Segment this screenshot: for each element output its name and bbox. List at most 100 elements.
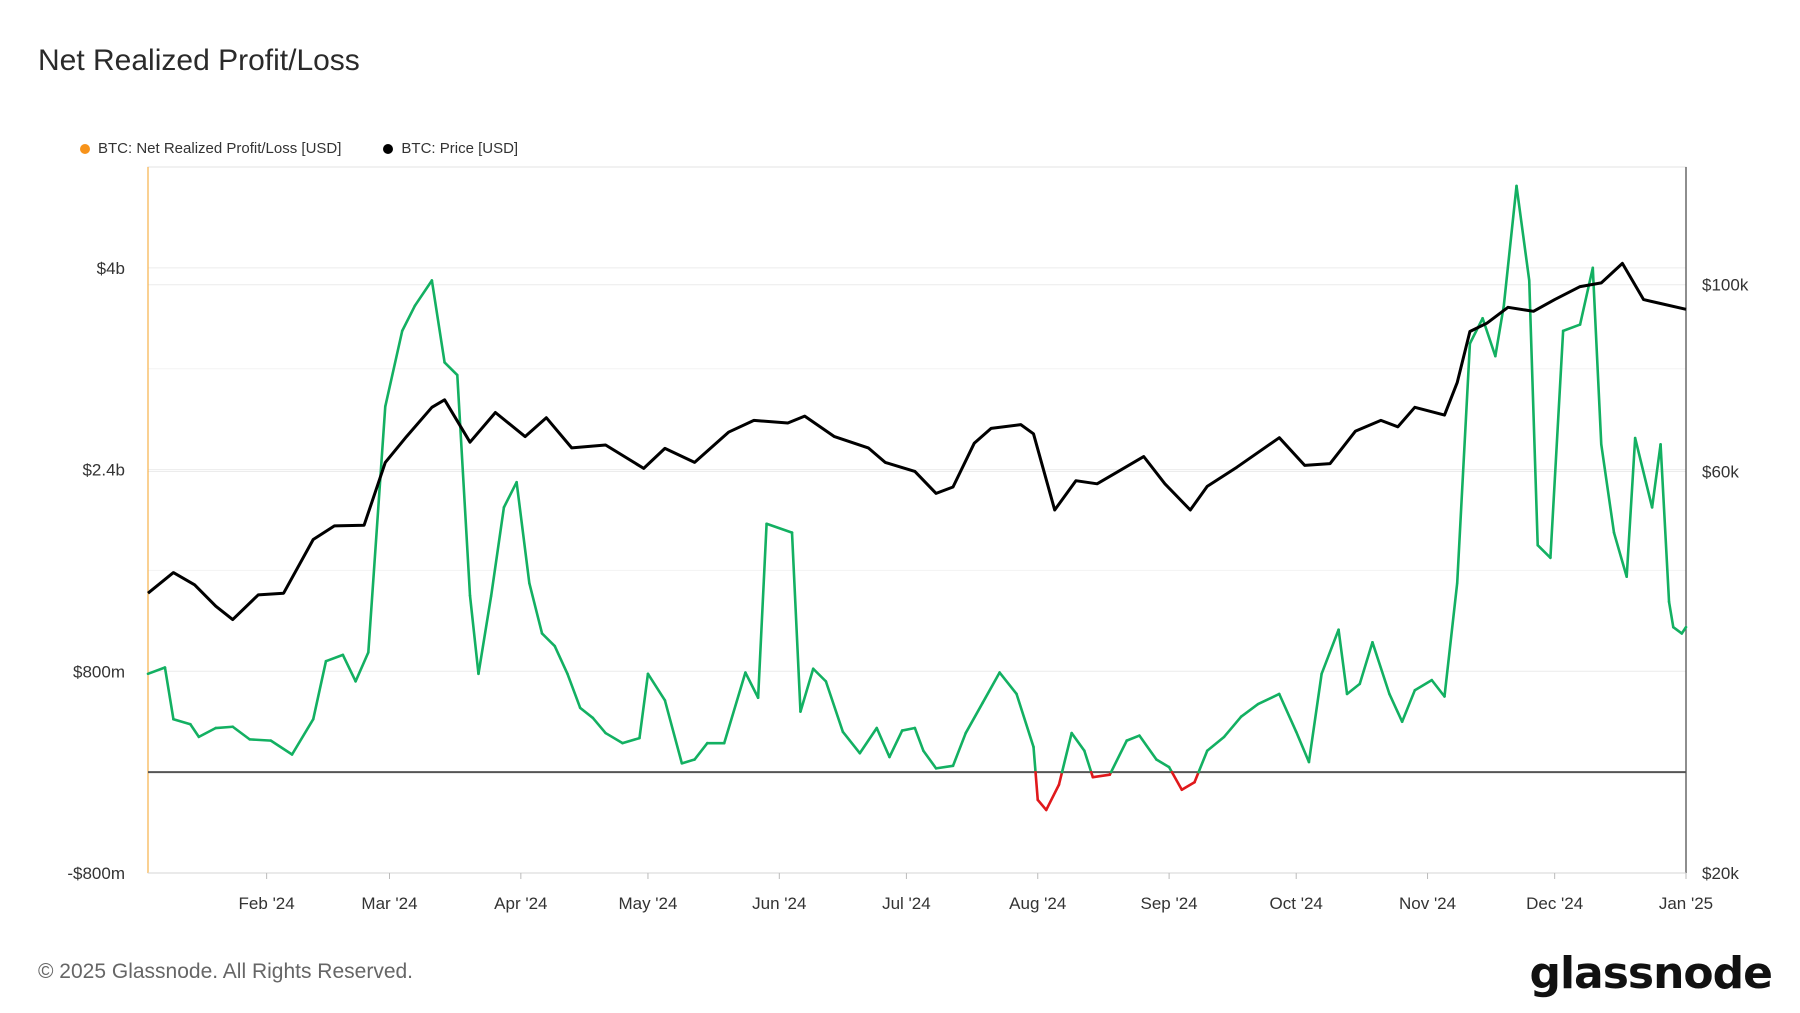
nrpl-segment <box>341 653 357 683</box>
y-left-tick-label: $2.4b <box>82 461 125 480</box>
x-tick-label: May '24 <box>618 894 677 913</box>
nrpl-segment <box>1561 323 1582 333</box>
nrpl-segment <box>1591 266 1603 446</box>
nrpl-segment <box>1044 783 1061 812</box>
nrpl-segment <box>981 671 1001 705</box>
legend-item-net-realized[interactable]: BTC: Net Realized Profit/Loss [USD] <box>80 140 341 157</box>
x-tick-label: Sep '24 <box>1141 894 1198 913</box>
nrpl-segment <box>1070 731 1086 753</box>
nrpl-segment <box>693 741 709 761</box>
x-tick-label: Jan '25 <box>1659 894 1713 913</box>
nrpl-segment <box>214 725 235 730</box>
nrpl-segment <box>1633 436 1654 509</box>
legend-item-price[interactable]: BTC: Price [USD] <box>383 140 518 157</box>
nrpl-segment <box>566 672 582 710</box>
nrpl-segment <box>913 726 925 753</box>
nrpl-segment <box>1109 739 1129 774</box>
chart-canvas[interactable]: $4b $2.4b $800m -$800m $100k $60k $20k Feb '2… <box>0 0 1800 940</box>
nrpl-segment <box>324 653 345 663</box>
nrpl-segment <box>799 667 815 713</box>
nrpl-segment <box>1659 443 1671 604</box>
nrpl-segment <box>756 522 768 700</box>
nrpl-segment <box>1625 436 1637 579</box>
nrpl-segment <box>146 666 167 676</box>
nrpl-segment <box>875 726 891 759</box>
nrpl-segment <box>964 701 984 735</box>
nrpl-segment <box>1320 628 1340 676</box>
net-realized-profit-loss-series <box>146 184 1688 812</box>
y-left-tick-label: -$800m <box>67 864 125 883</box>
nrpl-segment <box>1083 749 1093 774</box>
nrpl-segment <box>663 698 684 765</box>
y-right-tick-label: $20k <box>1702 864 1739 883</box>
nrpl-segment <box>1502 184 1518 307</box>
nrpl-segment <box>1197 749 1209 774</box>
nrpl-segment <box>1578 266 1595 326</box>
nrpl-segment <box>1239 702 1260 718</box>
nrpl-segment <box>1650 443 1662 509</box>
nrpl-segment <box>1170 770 1184 792</box>
nrpl-segment <box>765 522 794 534</box>
nrpl-segment <box>430 279 446 364</box>
y-axis-left: $4b $2.4b $800m -$800m <box>67 259 125 883</box>
nrpl-segment <box>722 671 747 745</box>
x-tick-label: Feb '24 <box>239 894 295 913</box>
nrpl-segment <box>1667 600 1675 629</box>
nrpl-segment <box>269 739 294 756</box>
nrpl-segment <box>1455 342 1472 585</box>
nrpl-segment <box>900 726 917 732</box>
btc-price-line <box>147 261 1687 622</box>
nrpl-segment <box>638 672 650 740</box>
nrpl-segment <box>621 736 641 745</box>
nrpl-segment <box>1036 798 1048 812</box>
legend: BTC: Net Realized Profit/Loss [USD] BTC:… <box>80 140 518 157</box>
nrpl-segment <box>413 279 434 307</box>
nrpl-segment <box>1138 734 1158 761</box>
nrpl-segment <box>1015 692 1035 749</box>
nrpl-segment <box>841 730 862 755</box>
nrpl-segment <box>1032 745 1037 774</box>
nrpl-segment <box>248 738 273 742</box>
x-tick-label: Dec '24 <box>1526 894 1583 913</box>
nrpl-segment <box>553 644 569 676</box>
nrpl-segment <box>1671 625 1684 635</box>
glassnode-logo: glassnode <box>1529 948 1773 999</box>
nrpl-segment <box>1430 678 1446 698</box>
nrpl-segment <box>680 758 696 765</box>
nrpl-segment <box>383 329 404 408</box>
nrpl-segment <box>1193 770 1200 784</box>
nrpl-segment <box>1294 730 1311 764</box>
nrpl-segment <box>1680 625 1688 635</box>
nrpl-segment <box>1256 692 1281 706</box>
nrpl-segment <box>163 666 175 721</box>
y-right-tick-label: $100k <box>1702 276 1749 295</box>
y-left-tick-label: $4b <box>97 259 125 278</box>
nrpl-segment <box>1180 780 1196 792</box>
nrpl-segment <box>400 304 417 333</box>
x-tick-label: Jun '24 <box>752 894 806 913</box>
gridlines <box>148 267 1686 874</box>
x-tick-label: Apr '24 <box>494 894 547 913</box>
nrpl-segment <box>1599 443 1616 534</box>
nrpl-segment <box>515 480 531 585</box>
nrpl-segment <box>824 680 845 734</box>
orange-dot-icon <box>80 143 90 154</box>
nrpl-segment <box>922 749 938 770</box>
nrpl-segment <box>172 717 192 726</box>
nrpl-segment <box>1125 734 1141 742</box>
nrpl-segment <box>951 731 968 768</box>
nrpl-segment <box>1155 758 1171 769</box>
nrpl-segment <box>1060 731 1073 774</box>
nrpl-segment <box>354 651 370 683</box>
nrpl-segment <box>1400 688 1417 724</box>
nrpl-segment <box>197 726 218 739</box>
nrpl-segment <box>998 671 1018 696</box>
nrpl-segment <box>311 659 328 721</box>
nrpl-segment <box>1034 770 1040 802</box>
nrpl-segment <box>1277 692 1298 734</box>
nrpl-segment <box>1515 184 1531 282</box>
nrpl-segment <box>1307 672 1323 764</box>
x-tick-label: Mar '24 <box>361 894 417 913</box>
nrpl-segment <box>540 632 557 648</box>
nrpl-segment <box>1527 279 1540 547</box>
